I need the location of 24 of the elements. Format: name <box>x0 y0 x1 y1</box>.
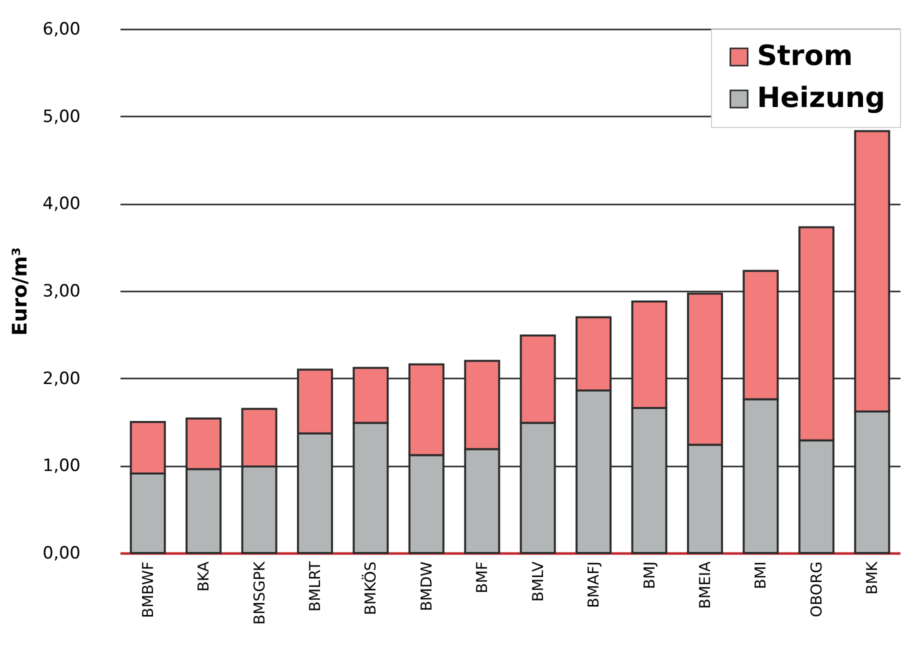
y-tick-label: 2,00 <box>42 368 80 389</box>
y-tick-label: 6,00 <box>42 20 80 40</box>
x-tick-label: BMDW <box>417 561 436 612</box>
y-tick-label: 3,00 <box>42 282 80 302</box>
y-tick-label: 0,00 <box>42 544 80 564</box>
x-tick-label: OBORG <box>807 562 826 618</box>
y-tick-label: 1,00 <box>42 456 80 476</box>
legend-label: Heizung <box>757 81 886 114</box>
x-tick-label: BMI <box>752 562 770 590</box>
x-tick-label: BMJ <box>640 562 658 590</box>
x-tick-label: BMLV <box>528 560 547 602</box>
x-tick-label: BMKÖS <box>362 562 380 616</box>
x-tick-label: BMSGPK <box>250 560 268 625</box>
x-tick-label: BMAFJ <box>584 562 603 608</box>
x-tick-label: BMF <box>473 562 492 594</box>
y-tick-label: 4,00 <box>42 194 80 214</box>
x-tick-label: BKA <box>194 560 213 592</box>
x-tick-label: BMLRT <box>306 560 324 612</box>
y-axis-title: Euro/m³ <box>8 247 32 336</box>
y-tick-label: 5,00 <box>42 106 80 127</box>
x-tick-label: BMBWF <box>138 562 157 618</box>
legend-label: Strom <box>757 39 853 72</box>
x-tick-label: BMEIA <box>696 560 714 609</box>
x-tick-label: BMK <box>863 560 882 595</box>
